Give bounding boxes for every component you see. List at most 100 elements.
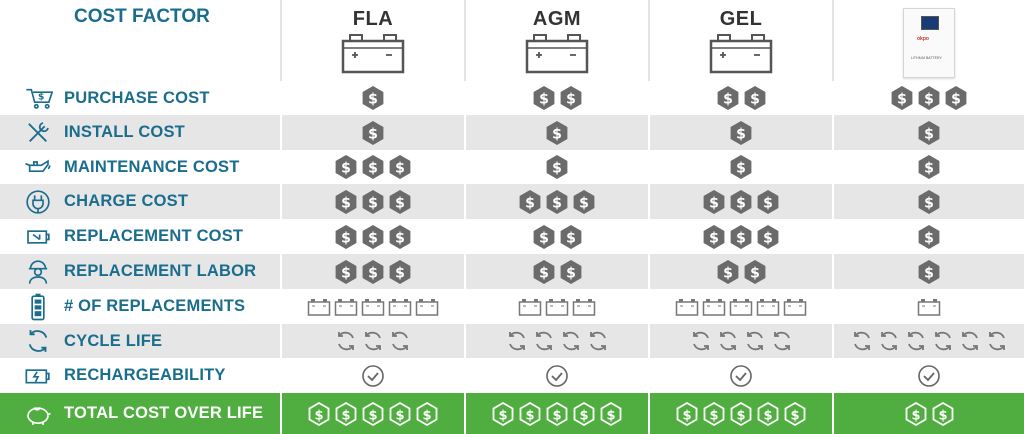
value-cell: $ xyxy=(832,150,1024,184)
cycle-arrows-icon xyxy=(934,331,951,351)
row-label-cell: REPLACEMENT COST xyxy=(0,219,280,254)
cycle-arrows-icon xyxy=(961,331,978,351)
mark-group: $ xyxy=(545,154,569,180)
svg-text:$: $ xyxy=(736,126,746,142)
value-cell: $ $ xyxy=(648,254,832,289)
svg-text:$: $ xyxy=(709,195,719,211)
svg-text:$: $ xyxy=(552,408,561,423)
cycle-arrows-icon xyxy=(773,331,790,351)
mark-group: $ $ xyxy=(532,259,583,285)
battery-outline-icon xyxy=(917,298,941,316)
lithium-screen xyxy=(921,16,939,30)
check-circle-icon xyxy=(362,364,384,387)
svg-text:$: $ xyxy=(525,195,535,211)
row-label-cell: RECHARGEABILITY xyxy=(0,358,280,393)
svg-text:$: $ xyxy=(368,161,378,177)
svg-text:$: $ xyxy=(368,92,378,108)
mark-group: $ $ xyxy=(716,85,767,111)
dollar-hex-outline-icon: $ xyxy=(546,401,568,426)
mark-group: $ xyxy=(361,85,385,111)
dollar-hex-icon: $ xyxy=(918,224,940,249)
row-label: RECHARGEABILITY xyxy=(64,366,226,384)
svg-text:$: $ xyxy=(938,408,947,423)
dollar-hex-icon: $ xyxy=(703,189,725,214)
dollar-hex-outline-icon: $ xyxy=(389,401,411,426)
svg-text:$: $ xyxy=(38,92,44,103)
battery-outline-icon xyxy=(756,298,780,316)
dollar-hex-icon: $ xyxy=(560,86,581,110)
mark-group: $ xyxy=(917,120,941,146)
value-cell: $ $ xyxy=(464,219,648,254)
dollar-hex-icon: $ xyxy=(703,224,725,249)
value-cell: $ $ $ xyxy=(280,184,464,219)
mark-group: $ $ $ xyxy=(518,189,596,215)
value-cell xyxy=(648,324,832,358)
svg-text:$: $ xyxy=(395,265,405,281)
mark-group: $ xyxy=(917,154,941,180)
mark-group: $ xyxy=(729,120,753,146)
row-label: CHARGE COST xyxy=(64,192,189,210)
mark-group: $ xyxy=(361,120,385,146)
cycle-arrows-icon xyxy=(508,331,525,351)
cycle-arrows-icon xyxy=(988,331,1005,351)
value-cell xyxy=(648,289,832,324)
value-cell xyxy=(464,289,648,324)
svg-text:$: $ xyxy=(763,195,773,211)
column-header-lithium: okpo LITHIUM BATTERY xyxy=(832,0,1024,81)
svg-text:$: $ xyxy=(951,92,961,108)
row-label-cell: CYCLE LIFE xyxy=(0,324,280,358)
svg-text:$: $ xyxy=(924,126,934,142)
svg-text:$: $ xyxy=(341,195,351,211)
mark-group xyxy=(850,329,1009,353)
svg-text:$: $ xyxy=(897,92,907,108)
svg-text:$: $ xyxy=(736,230,746,246)
mark-group: $ $ $ xyxy=(334,189,412,215)
battery-outline-icon xyxy=(518,298,542,316)
mark-group xyxy=(505,329,610,353)
mark-group xyxy=(675,297,807,317)
svg-text:$: $ xyxy=(341,265,351,281)
battery-outline-icon xyxy=(388,298,412,316)
svg-text:$: $ xyxy=(924,195,934,211)
worker-icon xyxy=(12,257,64,287)
value-cell: $ $ $ xyxy=(648,184,832,219)
dollar-hex-icon: $ xyxy=(918,86,940,110)
row-label-cell: TOTAL COST OVER LIFE xyxy=(0,393,280,434)
check-circle-icon xyxy=(546,364,568,387)
svg-text:$: $ xyxy=(341,408,350,423)
svg-text:$: $ xyxy=(314,408,323,423)
battery-outline-icon xyxy=(783,298,807,316)
dollar-hex-outline-icon: $ xyxy=(600,401,622,426)
mark-group: $ xyxy=(729,154,753,180)
check-circle-icon xyxy=(918,364,940,387)
row-label: REPLACEMENT COST xyxy=(64,227,244,245)
dollar-hex-icon: $ xyxy=(945,86,967,110)
dollar-hex-icon: $ xyxy=(519,189,541,214)
value-cell xyxy=(648,358,832,393)
plug-icon xyxy=(12,187,64,217)
svg-text:$: $ xyxy=(606,408,615,423)
svg-text:$: $ xyxy=(566,265,576,281)
mark-group: $ $ xyxy=(532,224,583,250)
value-cell: $ $ $ $ $ xyxy=(648,393,832,434)
mark-group: $ $ $ $ $ xyxy=(307,401,439,427)
mark-group: $ $ $ xyxy=(890,85,968,111)
svg-text:$: $ xyxy=(552,195,562,211)
value-cell xyxy=(280,289,464,324)
header-label-cell: COST FACTOR xyxy=(0,0,280,81)
value-cell: $ xyxy=(648,115,832,150)
svg-text:$: $ xyxy=(723,265,733,281)
value-cell xyxy=(464,358,648,393)
cycle-icon xyxy=(12,326,64,356)
dollar-hex-icon: $ xyxy=(335,224,357,249)
value-cell: $ $ xyxy=(832,393,1024,434)
value-cell: $ xyxy=(464,150,648,184)
svg-text:$: $ xyxy=(368,126,378,142)
battery-outline-icon xyxy=(545,298,569,316)
svg-text:$: $ xyxy=(368,408,377,423)
svg-text:$: $ xyxy=(395,161,405,177)
dollar-hex-icon: $ xyxy=(730,155,752,179)
svg-text:$: $ xyxy=(368,265,378,281)
svg-text:$: $ xyxy=(552,126,562,142)
row-label: # OF REPLACEMENTS xyxy=(64,297,246,315)
